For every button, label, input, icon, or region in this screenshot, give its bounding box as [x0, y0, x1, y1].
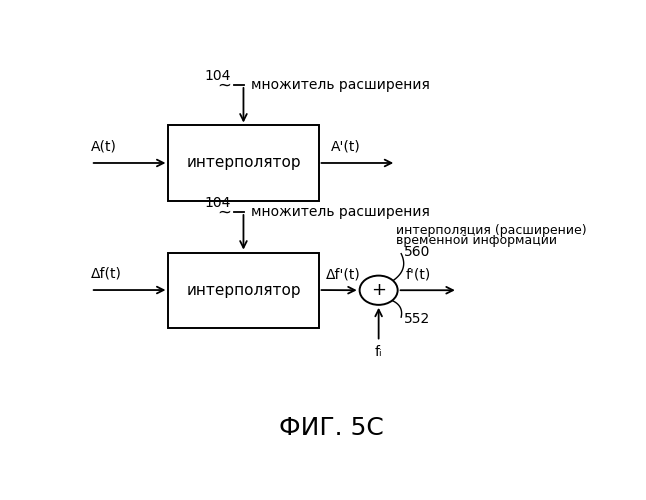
- Text: интерполятор: интерполятор: [186, 282, 301, 298]
- Text: Δf'(t): Δf'(t): [326, 268, 361, 281]
- Text: множитель расширения: множитель расширения: [251, 78, 430, 92]
- Text: +: +: [371, 281, 386, 299]
- Text: 104: 104: [205, 196, 231, 210]
- FancyBboxPatch shape: [169, 252, 318, 328]
- Text: f'(t): f'(t): [405, 268, 430, 282]
- Text: ~: ~: [217, 203, 231, 221]
- FancyBboxPatch shape: [169, 126, 318, 200]
- Text: ФИГ. 5C: ФИГ. 5C: [278, 416, 384, 440]
- Text: Δf(t): Δf(t): [90, 266, 121, 280]
- Text: множитель расширения: множитель расширения: [251, 205, 430, 219]
- Text: A(t): A(t): [90, 140, 117, 153]
- Text: 552: 552: [404, 312, 430, 326]
- Text: интерполятор: интерполятор: [186, 156, 301, 170]
- Text: интерполяция (расширение): интерполяция (расширение): [396, 224, 587, 236]
- Text: 104: 104: [205, 69, 231, 83]
- Text: временной информации: временной информации: [396, 234, 557, 247]
- Text: 560: 560: [404, 244, 430, 258]
- Text: A'(t): A'(t): [331, 140, 361, 153]
- Circle shape: [360, 276, 398, 305]
- Text: fᵢ: fᵢ: [375, 346, 382, 360]
- Text: ~: ~: [217, 76, 231, 94]
